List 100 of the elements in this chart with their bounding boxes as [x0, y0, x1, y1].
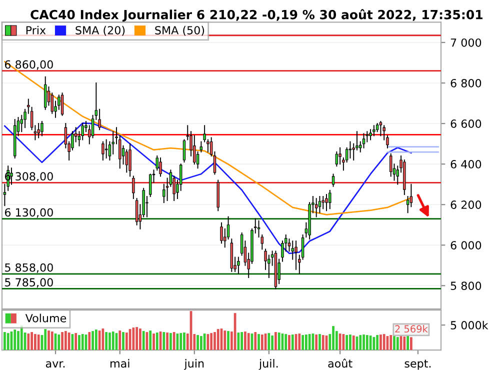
bar	[34, 334, 36, 350]
candlestick	[332, 174, 335, 187]
bar	[92, 331, 94, 350]
bar	[48, 330, 50, 350]
bar	[322, 335, 324, 350]
bar	[359, 335, 362, 350]
bar	[108, 332, 111, 350]
bar	[382, 334, 386, 350]
bar	[118, 330, 122, 350]
bar	[271, 336, 274, 350]
bar	[152, 334, 155, 350]
bar	[50, 332, 54, 350]
candlestick	[372, 125, 376, 136]
candlestick	[362, 133, 366, 148]
bar	[362, 334, 365, 350]
bar	[78, 335, 80, 350]
data-label: 2 569k	[395, 325, 428, 333]
legend-label: SMA (20)	[76, 26, 125, 36]
candlestick	[10, 168, 13, 185]
candlestick	[149, 174, 152, 197]
y-tick-label: 6 000	[450, 241, 482, 250]
bar	[260, 334, 264, 350]
x-tick-label: mai	[110, 359, 130, 368]
candlestick	[128, 143, 132, 177]
candlestick	[104, 139, 108, 158]
bar	[274, 332, 277, 350]
bar	[17, 331, 20, 350]
bar	[139, 328, 142, 350]
bar	[142, 331, 145, 350]
bar	[216, 329, 220, 350]
candlestick	[44, 76, 47, 110]
bar	[315, 334, 318, 350]
bar	[214, 332, 216, 350]
x-tick-label: juil.	[258, 359, 278, 370]
candlestick	[322, 196, 324, 210]
bar	[284, 334, 288, 350]
candlestick	[102, 141, 104, 160]
bar	[94, 330, 98, 350]
y-tick-label: 6 600	[450, 120, 482, 128]
bar	[390, 335, 392, 350]
bar	[380, 334, 382, 350]
candlestick	[60, 92, 64, 116]
x-tick-label: avr.	[46, 361, 65, 368]
candlestick	[159, 157, 162, 177]
bar	[396, 337, 399, 350]
candlestick	[220, 222, 223, 244]
candlestick	[348, 141, 352, 158]
bar	[162, 332, 166, 350]
candlestick	[390, 153, 392, 177]
bar	[196, 335, 199, 350]
bar	[305, 334, 308, 350]
x-tick-label: août	[328, 358, 352, 368]
candlestick	[314, 198, 318, 218]
bar	[410, 337, 412, 350]
candlestick	[40, 121, 44, 136]
bar	[352, 336, 355, 350]
candlestick	[291, 240, 294, 260]
bar	[170, 333, 172, 350]
legend-label: Prix	[26, 26, 46, 34]
bar	[268, 333, 270, 350]
bar	[278, 332, 280, 350]
bar	[166, 332, 168, 350]
bar	[332, 326, 334, 350]
bar	[156, 332, 158, 350]
bar	[122, 332, 124, 350]
ref-line-label: 6 308,00	[4, 172, 53, 182]
candlestick	[132, 176, 135, 199]
candlestick	[135, 198, 138, 226]
bar	[81, 334, 84, 350]
bar	[403, 336, 406, 350]
y-tick-label: 6 400	[450, 160, 482, 168]
bar	[180, 333, 182, 350]
bar	[406, 336, 409, 350]
bar	[125, 332, 128, 350]
bar	[44, 329, 47, 350]
bar	[37, 334, 40, 350]
candlestick	[125, 149, 128, 173]
bar	[14, 330, 16, 350]
bar	[136, 327, 138, 350]
bar	[227, 331, 230, 350]
y-tick-label: 6 800	[450, 78, 482, 88]
ref-line-label: 5 785,00	[5, 278, 53, 288]
ref-line-label: 6 130,00	[4, 208, 53, 218]
candlestick	[193, 135, 196, 165]
candlestick	[37, 123, 40, 138]
bar	[366, 335, 368, 350]
bar	[58, 334, 60, 350]
candlestick	[338, 147, 342, 165]
bar	[254, 332, 257, 350]
chart-title: CAC40 Index Journalier 6 210,22 -0,19 % 30 août 2022, 17:35:01	[30, 9, 482, 22]
bar	[372, 337, 376, 350]
bar	[210, 333, 213, 350]
candlestick	[369, 129, 372, 140]
bar	[349, 334, 352, 350]
y-tick-label: 7 000	[450, 38, 482, 47]
bar	[224, 330, 226, 350]
bar	[132, 328, 135, 350]
bar	[64, 331, 67, 350]
candlestick	[335, 151, 338, 167]
bar	[291, 334, 294, 350]
